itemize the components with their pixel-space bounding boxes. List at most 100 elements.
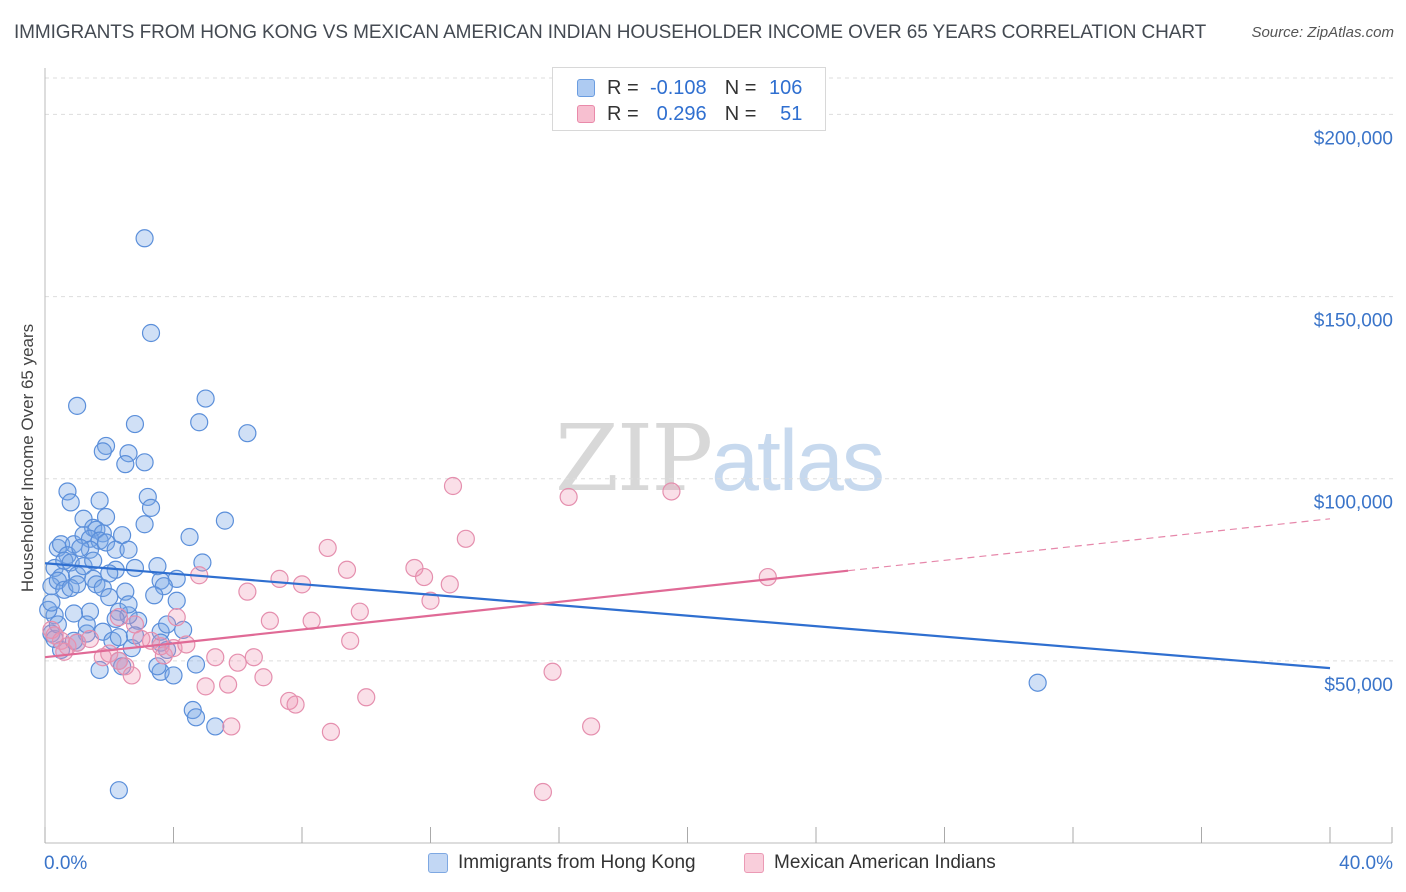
data-point-hong-kong [157,615,177,634]
data-point-hong-kong [138,487,157,507]
data-point-mexican-american-indian [196,677,215,696]
data-point-mexican-american-indian [357,688,376,707]
legend-n-value: 51 [780,102,803,125]
data-point-mexican-american-indian [543,662,562,681]
data-point-hong-kong [64,604,84,623]
data-point-mexican-american-indian [219,675,238,694]
data-point-mexican-american-indian [254,668,273,687]
data-point-mexican-american-indian [270,569,289,588]
source-credit: Source: ZipAtlas.com [1251,24,1394,41]
legend-n-label: N = [724,102,757,125]
series-swatch-pink [744,853,764,873]
trend-line-hong-kong [44,562,1331,670]
data-point-mexican-american-indian [260,611,279,630]
data-point-mexican-american-indian [440,575,459,594]
data-point-hong-kong [186,655,206,674]
data-point-hong-kong [119,595,138,614]
data-point-hong-kong [84,569,103,588]
trend-line-extension [848,518,1331,572]
data-point-mexican-american-indian [228,653,247,672]
legend-swatch-blue [577,79,595,97]
data-point-hong-kong [74,509,93,528]
data-point-hong-kong [148,657,167,676]
data-point-hong-kong [71,538,90,558]
series-swatch-blue [428,853,448,873]
data-point-mexican-american-indian [421,591,440,610]
data-point-hong-kong [109,781,128,800]
legend-r-label: R = [607,76,639,99]
data-point-mexican-american-indian [116,657,135,676]
data-point-hong-kong [119,444,138,463]
y-tick-label: $200,000 [1314,128,1393,149]
data-point-hong-kong [109,628,128,647]
watermark-zip: ZIP [555,405,713,512]
data-point-mexican-american-indian [321,722,341,741]
y-tick-label: $150,000 [1314,311,1393,332]
watermark: ZIPatlas [555,405,885,512]
series-label-hong-kong: Immigrants from Hong Kong [458,852,696,873]
legend-row-blue: R = -0.108 N = 106 [577,76,802,100]
data-point-mexican-american-indian [414,567,434,587]
data-point-mexican-american-indian [238,582,257,601]
data-point-mexican-american-indian [122,666,141,685]
series-label-mexican-american-indians: Mexican American Indians [774,852,996,873]
data-point-hong-kong [77,615,96,634]
data-point-mexican-american-indian [206,648,225,667]
data-point-mexican-american-indian [154,646,173,665]
data-point-mexican-american-indian [533,782,553,802]
data-point-hong-kong [58,482,77,501]
data-point-hong-kong [61,493,80,512]
data-point-hong-kong [90,491,109,510]
data-point-mexican-american-indian [80,629,100,649]
series-legend-mexican-american-indians: Mexican American Indians [744,852,996,874]
data-point-hong-kong [90,531,109,550]
data-point-hong-kong [148,557,167,576]
x-tick-label-min: 0.0% [44,853,87,874]
data-point-mexican-american-indian [167,608,186,627]
data-point-hong-kong [96,533,116,552]
data-point-mexican-american-indian [456,529,475,548]
y-axis-label: Householder Income Over 65 years [18,323,37,593]
data-point-mexican-american-indian [582,717,601,736]
y-tick-label: $50,000 [1324,675,1393,696]
data-point-hong-kong [96,436,116,456]
data-point-mexican-american-indian [662,482,681,501]
correlation-legend: R = -0.108 N = 106 R = 0.296 N = 51 [552,67,826,131]
data-point-hong-kong [68,396,87,415]
data-point-mexican-american-indian [244,648,263,667]
data-point-hong-kong [116,455,135,474]
data-point-mexican-american-indian [350,602,369,621]
data-point-mexican-american-indian [337,560,357,579]
data-point-hong-kong [125,414,145,434]
data-point-hong-kong [238,424,257,443]
data-point-hong-kong [141,323,161,343]
legend-swatch-pink [577,105,595,123]
trend-line-mexican-american-indian [44,569,849,659]
data-point-hong-kong [135,453,154,472]
legend-n-label: N = [724,76,757,99]
data-point-mexican-american-indian [302,611,321,630]
data-point-hong-kong [167,591,186,610]
legend-r-value: -0.108 [649,76,707,99]
data-point-mexican-american-indian [405,558,424,578]
data-point-hong-kong [206,717,225,736]
y-tick-label: $100,000 [1314,493,1393,514]
series-legend-hong-kong: Immigrants from Hong Kong [428,852,696,874]
data-point-hong-kong [145,586,164,605]
data-point-hong-kong [196,389,215,408]
legend-n-value: 106 [769,76,803,99]
data-point-hong-kong [135,229,154,248]
data-point-mexican-american-indian [559,487,578,507]
data-point-hong-kong [164,666,183,685]
data-point-hong-kong [190,413,209,432]
x-tick-label-max: 40.0% [1339,853,1393,874]
legend-row-pink: R = 0.296 N = 51 [577,102,802,126]
data-point-mexican-american-indian [443,476,463,496]
data-point-hong-kong [186,708,206,727]
data-point-mexican-american-indian [222,717,241,736]
data-point-hong-kong [42,593,61,612]
data-point-hong-kong [215,511,234,530]
data-point-mexican-american-indian [109,608,128,627]
data-point-hong-kong [135,515,154,534]
